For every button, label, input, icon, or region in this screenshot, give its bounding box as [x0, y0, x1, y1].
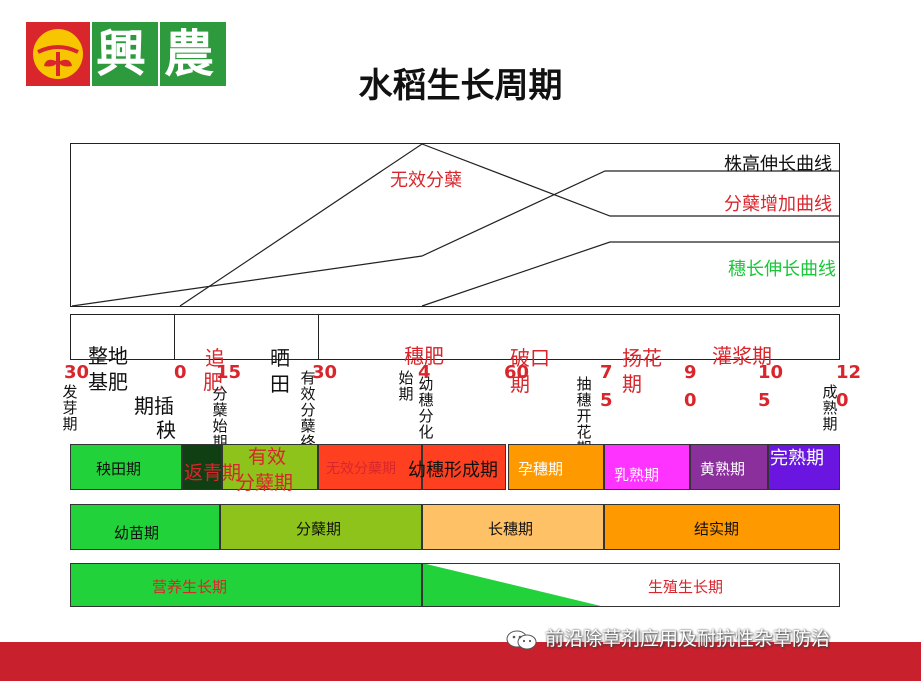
- day-number: 60: [504, 362, 530, 383]
- day-number: 4: [418, 362, 431, 383]
- reproductive-wedge: [422, 563, 605, 607]
- land-prep-text: 整地: [88, 344, 128, 368]
- growth-panicle-cell: [422, 504, 604, 550]
- growth-tillering-label: 分蘖期: [296, 520, 342, 538]
- stage-booting-cell: [508, 444, 604, 490]
- stage-recovery-label: 返青期: [184, 462, 242, 484]
- topdress-text: 追: [205, 346, 225, 370]
- stage-effective-tiller-label: 有效: [248, 446, 287, 468]
- day-number: 30: [312, 362, 338, 383]
- tillering-start-marker: 分蘖始期: [212, 385, 228, 451]
- panicle-length-label: 穗长伸长曲线: [728, 259, 836, 280]
- watermark-text: 前沿除草剂应用及耐抗性杂草防治: [545, 628, 831, 650]
- growth-tillering-cell: [220, 504, 422, 550]
- stage-booting-label: 孕穗期: [518, 460, 564, 478]
- day-number: 0: [174, 362, 187, 383]
- young-panicle-diff-marker: 幼穗分化: [418, 375, 434, 441]
- transplant-text: 期插: [134, 394, 174, 418]
- day-number: 5: [758, 390, 771, 411]
- day-number: 7: [600, 362, 613, 383]
- day-number: 15: [216, 362, 242, 383]
- panicle-break-text: 破口: [510, 346, 550, 370]
- logo: 興 農: [26, 22, 226, 86]
- wechat-icon: [505, 629, 539, 651]
- germination-marker: 发芽期: [62, 383, 78, 433]
- growth-panicle-label: 长穗期: [488, 520, 534, 538]
- phase-reproductive-cell: [422, 563, 840, 607]
- day-number: 0: [684, 390, 697, 411]
- stage-milk-label: 乳熟期: [614, 466, 660, 484]
- stage-ineffective-tiller-label: 无效分蘖期: [326, 461, 396, 477]
- growth-seedling-cell: [70, 504, 220, 550]
- maturity-marker: 成熟期: [822, 383, 838, 433]
- stage-milk-cell: [604, 444, 690, 490]
- day-number: 0: [836, 390, 849, 411]
- drain-text-2: 田: [270, 372, 290, 396]
- stage-panicle-formation-cell: [422, 444, 506, 490]
- logo-char-1: 興: [96, 24, 146, 83]
- stage-seedbed-cell: [70, 444, 182, 490]
- stage-yellow-label: 黄熟期: [700, 460, 746, 478]
- flowering-text-2: 期: [622, 372, 642, 396]
- stage-panicle-formation-label: 幼穗形成期: [408, 460, 498, 481]
- young-panicle-start-marker: 始期: [398, 369, 414, 403]
- stage-full-label: 完熟期: [770, 448, 824, 469]
- stage-yellow-cell: [690, 444, 768, 490]
- stage-ineffective-tiller-cell: [318, 444, 422, 490]
- growth-fruiting-cell: [604, 504, 840, 550]
- stage-seedbed-label: 秧田期: [96, 460, 142, 478]
- growth-fruiting-label: 结实期: [694, 520, 740, 538]
- tiller-increase-label: 分蘖增加曲线: [724, 194, 832, 215]
- panicle-break-text-2: 期: [510, 372, 530, 396]
- footer-bar: [0, 642, 921, 681]
- flowering-text: 扬花: [622, 346, 662, 370]
- topdress-text-2: 肥: [203, 370, 223, 394]
- phase-vegetative-cell: [70, 563, 422, 607]
- growth-seedling-label: 幼苗期: [114, 524, 160, 542]
- drain-text: 晒: [270, 346, 290, 370]
- phase-reproductive-label: 生殖生长期: [648, 578, 724, 596]
- stage-effective-tiller-label-2: 分蘖期: [236, 472, 294, 494]
- curve-panel: [70, 143, 840, 307]
- logo-char-2: 農: [164, 24, 214, 83]
- plant-height-label: 株高伸长曲线: [724, 154, 832, 175]
- stage-effective-tiller-cell: [222, 444, 318, 490]
- filling-text: 灌浆期: [712, 344, 772, 368]
- watermark: 前沿除草剂应用及耐抗性杂草防治: [505, 624, 905, 654]
- tiller-curve-line: [179, 143, 840, 307]
- transplant-text-2: 秧: [156, 418, 176, 442]
- day-number: 12: [836, 362, 862, 383]
- base-fertilizer-text: 基肥: [88, 370, 128, 394]
- logo-graphic: [26, 22, 226, 86]
- page-title: 水稻生长周期: [358, 66, 563, 106]
- operations-divider: [174, 314, 175, 360]
- day-number: 30: [64, 362, 90, 383]
- panicle-curve-line: [421, 241, 840, 307]
- plant-height-curve-line: [71, 170, 840, 307]
- panicle-fert-text: 穗肥: [404, 344, 444, 368]
- day-number: 9: [684, 362, 697, 383]
- operations-panel: [70, 314, 840, 360]
- stage-recovery-cell: [182, 444, 222, 490]
- day-number: 10: [758, 362, 784, 383]
- operations-divider: [318, 314, 319, 360]
- ineffective-tiller-label: 无效分蘖: [390, 170, 462, 191]
- day-number: 5: [600, 390, 613, 411]
- phase-vegetative-label: 营养生长期: [152, 578, 228, 596]
- stage-full-cell: [768, 444, 840, 490]
